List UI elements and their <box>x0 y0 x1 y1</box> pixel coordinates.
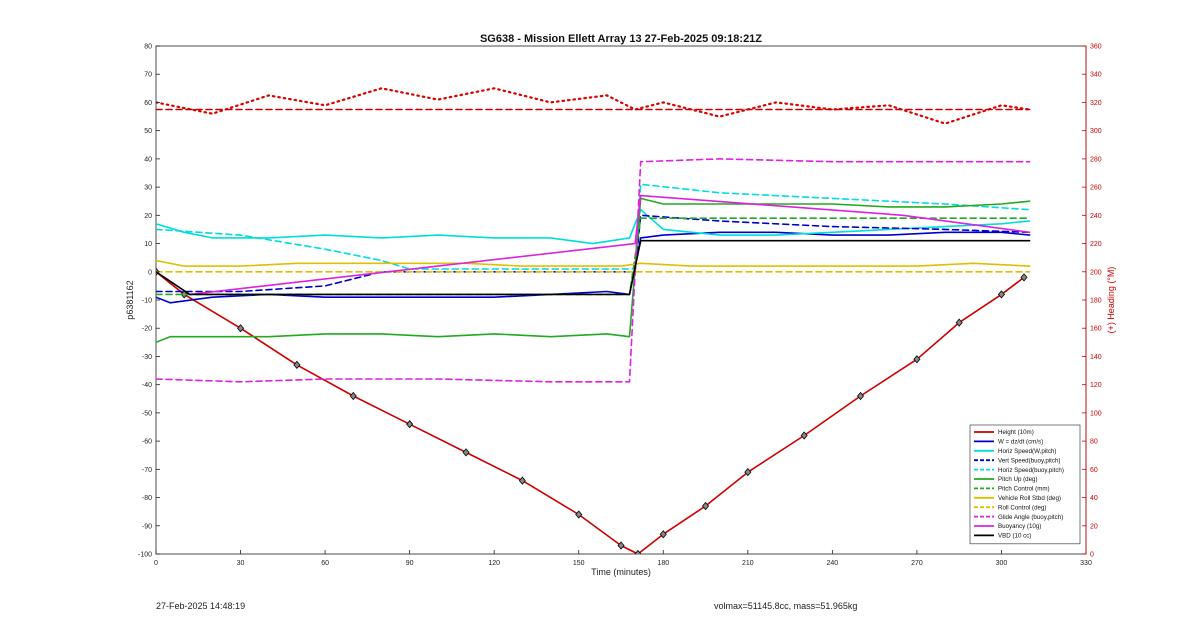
legend-label: Horiz Speed(W,pitch) <box>998 448 1056 455</box>
y2-tick-label: 40 <box>1090 495 1098 502</box>
height-marker <box>634 549 642 554</box>
y-tick-label: -100 <box>138 552 152 559</box>
y2-tick-label: 280 <box>1090 156 1102 163</box>
height-marker <box>237 324 245 333</box>
series-line-4 <box>156 183 1031 270</box>
y-tick-label: 30 <box>144 185 152 192</box>
footer-timestamp: 27-Feb-2025 14:48:19 <box>156 601 246 611</box>
height-marker <box>1020 273 1028 282</box>
height-marker <box>857 391 865 401</box>
y-tick-label: -50 <box>142 410 152 417</box>
y-tick-label: 60 <box>144 100 152 107</box>
footer-volmax-mass: volmax=51145.8cc, mass=51.965kg <box>714 601 858 611</box>
y2-tick-label: 260 <box>1090 185 1102 192</box>
legend-label: Pitch Control (mm) <box>998 486 1050 493</box>
series-line-0 <box>156 270 1025 554</box>
legend-label: VBD (10 cc) <box>998 533 1031 540</box>
series-line-2 <box>156 208 1031 245</box>
y2-tick-label: 20 <box>1090 523 1098 530</box>
y2-tick-label: 80 <box>1090 439 1098 446</box>
y-axis-label: p6381162 <box>125 280 135 319</box>
height-marker <box>659 530 667 539</box>
legend-label: Pitch Up (deg) <box>998 476 1038 483</box>
series-line-11 <box>156 239 1031 296</box>
x-tick-label: 210 <box>742 560 754 567</box>
series-line-7 <box>156 259 1031 267</box>
legend-label: Buoyancy (10g) <box>998 523 1041 530</box>
x-tick-label: 60 <box>321 560 329 567</box>
y-tick-label: -70 <box>142 467 152 474</box>
x-tick-label: 270 <box>911 560 923 567</box>
series-line-5 <box>156 197 1031 344</box>
height-marker <box>406 420 414 429</box>
y2-tick-label: 320 <box>1090 100 1102 107</box>
y2-tick-label: 240 <box>1090 213 1102 220</box>
height-marker <box>800 431 808 440</box>
y-tick-label: -40 <box>142 382 152 389</box>
height-marker <box>349 391 357 401</box>
height-marker <box>293 360 301 370</box>
y2-tick-label: 220 <box>1090 241 1102 248</box>
y2-tick-label: 0 <box>1090 552 1094 559</box>
height-marker <box>997 290 1005 299</box>
legend-label: Vehicle Roll Stbd (deg) <box>998 495 1061 502</box>
height-marker <box>744 468 752 477</box>
y2-tick-label: 180 <box>1090 298 1102 305</box>
y-tick-label: 0 <box>148 269 152 276</box>
height-marker <box>617 541 625 550</box>
y2-tick-label: 160 <box>1090 326 1102 333</box>
height-marker <box>955 318 963 327</box>
y-tick-label: -10 <box>142 298 152 305</box>
x-tick-label: 0 <box>154 560 158 567</box>
y-tick-label: 70 <box>144 72 152 79</box>
y2-tick-label: 60 <box>1090 467 1098 474</box>
y-tick-label: -80 <box>142 495 152 502</box>
y2-tick-label: 300 <box>1090 128 1102 135</box>
plot-area <box>155 45 1087 555</box>
y2-tick-label: 140 <box>1090 354 1102 361</box>
x-tick-label: 180 <box>657 560 669 567</box>
series-line-12 <box>156 87 1031 125</box>
height-marker <box>518 476 526 485</box>
x-tick-label: 330 <box>1080 560 1092 567</box>
y-tick-label: 20 <box>144 213 152 220</box>
y-tick-label: 40 <box>144 156 152 163</box>
y2-tick-label: 360 <box>1090 44 1102 51</box>
y2-tick-label: 200 <box>1090 269 1102 276</box>
y2-tick-label: 120 <box>1090 382 1102 389</box>
y-tick-label: -90 <box>142 523 152 530</box>
height-marker <box>462 448 470 457</box>
y2-tick-label: 340 <box>1090 72 1102 79</box>
y-tick-label: 10 <box>144 241 152 248</box>
legend-box <box>969 424 1081 545</box>
x-tick-label: 30 <box>237 560 245 567</box>
x-tick-label: 90 <box>406 560 414 567</box>
height-marker <box>702 501 710 511</box>
series-line-9 <box>156 158 1031 383</box>
y-tick-label: -20 <box>142 326 152 333</box>
legend-label: Roll Control (deg) <box>998 504 1047 511</box>
legend-label: Vert Speed(buoy,pitch) <box>998 457 1060 464</box>
y-tick-label: 80 <box>144 44 152 51</box>
x-tick-label: 300 <box>996 560 1008 567</box>
legend: Height (10m) W = dz/dt (cm/s) Horiz Speed(… <box>969 424 1081 545</box>
y2-tick-label: 100 <box>1090 410 1102 417</box>
height-marker <box>913 355 921 364</box>
legend-label: Horiz Speed(buoy,pitch) <box>998 467 1064 474</box>
y-tick-label: 50 <box>144 128 152 135</box>
x-tick-label: 120 <box>488 560 500 567</box>
y2-axis-label: (+) Heading (°M) <box>1106 267 1116 334</box>
legend-label: Height (10m) <box>998 429 1034 436</box>
series-line-10 <box>189 194 1031 296</box>
y-tick-label: -60 <box>142 439 152 446</box>
y-tick-label: -30 <box>142 354 152 361</box>
height-marker <box>575 510 583 519</box>
legend-label: W = dz/dt (cm/s) <box>998 439 1043 446</box>
chart-title: SG638 - Mission Ellett Array 13 27-Feb-2… <box>480 33 762 45</box>
x-tick-label: 240 <box>827 560 839 567</box>
legend-label: Glide Angle (buoy,pitch) <box>998 514 1063 521</box>
x-tick-label: 150 <box>573 560 585 567</box>
x-axis-label: Time (minutes) <box>591 567 651 577</box>
